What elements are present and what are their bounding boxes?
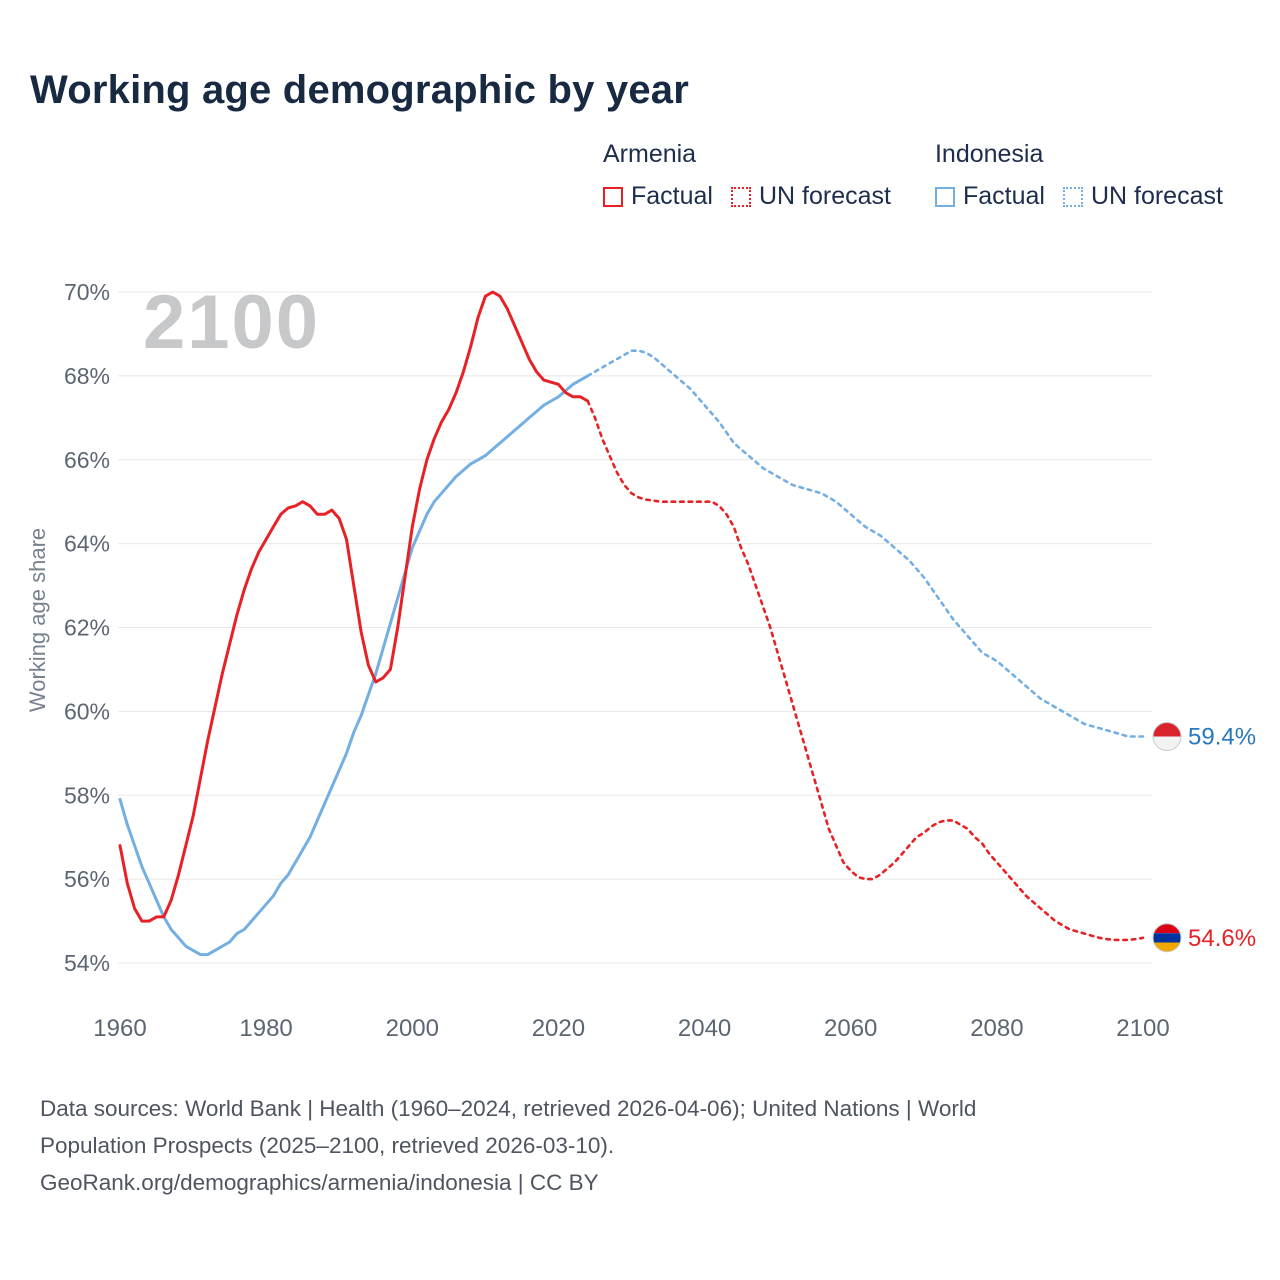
footer-data-sources-line2: Population Prospects (2025–2100, retriev… — [40, 1133, 615, 1158]
legend-item-indonesia-forecast[interactable]: UN forecast — [1062, 182, 1223, 211]
x-axis-tick-label: 2100 — [1116, 1015, 1169, 1042]
indonesia-flag-icon — [1153, 722, 1181, 751]
footer-attribution-link[interactable]: GeoRank.org/demographics/armenia/indones… — [40, 1170, 599, 1195]
legend-item-indonesia-factual[interactable]: Factual — [934, 182, 1045, 211]
flag-circle-outline — [1152, 923, 1182, 953]
series-line-armenia-un-forecast — [586, 399, 1145, 942]
x-axis-tick-label: 1980 — [239, 1015, 292, 1042]
legend-items-indonesia: Factual UN forecast — [934, 182, 1223, 211]
footer-data-sources-line1: Data sources: World Bank | Health (1960–… — [40, 1096, 977, 1121]
x-axis-tick-label: 2040 — [678, 1015, 731, 1042]
page-title: Working age demographic by year — [30, 68, 689, 112]
y-axis-tick-label: 66% — [64, 447, 110, 473]
solid-blue-swatch-icon — [934, 186, 955, 207]
end-value-label: 59.4% — [1188, 724, 1256, 751]
legend-item-label: UN forecast — [1090, 182, 1223, 210]
legend-items-armenia: Factual UN forecast — [603, 182, 891, 211]
legend-item-armenia-factual[interactable]: Factual — [603, 182, 713, 211]
legend-group-indonesia: Indonesia Factual UN forecast — [934, 140, 1223, 211]
y-axis-tick-label: 56% — [64, 866, 110, 892]
footer: Data sources: World Bank | Health (1960–… — [40, 1090, 976, 1201]
solid-red-swatch-icon — [603, 186, 623, 207]
y-axis-tick-label: 54% — [64, 950, 110, 976]
y-axis-tick-label: 62% — [64, 615, 110, 641]
legend-country-armenia: Armenia — [603, 140, 697, 168]
series-line-armenia-factual — [118, 290, 590, 923]
y-axis-title: Working age share — [25, 528, 50, 712]
y-axis-tick-label: 60% — [64, 698, 110, 724]
legend-group-armenia: Armenia Factual UN forecast — [603, 140, 891, 211]
chart-legend: Armenia Factual UN forecast Indonesia Fa… — [603, 140, 1223, 211]
end-value-label: 54.6% — [1188, 925, 1256, 952]
y-axis-tick-label: 58% — [64, 782, 110, 808]
legend-item-label: Factual — [631, 182, 713, 210]
flag-circle-outline — [1152, 722, 1182, 751]
armenia-flag-icon — [1153, 923, 1181, 952]
x-axis-tick-label: 2020 — [532, 1015, 585, 1042]
year-watermark: 2100 — [143, 280, 320, 365]
legend-item-label: Factual — [962, 182, 1045, 210]
y-axis-tick-label: 70% — [64, 279, 110, 305]
legend-item-label: UN forecast — [758, 182, 891, 210]
legend-country-indonesia: Indonesia — [934, 140, 1044, 168]
x-axis-tick-label: 1960 — [93, 1015, 146, 1042]
series-line-indonesia-factual — [118, 374, 590, 957]
series-line-indonesia-un-forecast — [586, 349, 1145, 738]
legend-item-armenia-forecast[interactable]: UN forecast — [730, 182, 891, 211]
dotted-red-swatch-icon — [730, 186, 751, 207]
x-axis-tick-label: 2080 — [970, 1015, 1023, 1042]
y-axis-tick-label: 68% — [64, 363, 110, 389]
y-axis-tick-label: 64% — [64, 531, 110, 557]
dotted-blue-swatch-icon — [1062, 186, 1083, 207]
x-axis-tick-label: 2060 — [824, 1015, 877, 1042]
x-axis-tick-label: 2000 — [386, 1015, 439, 1042]
